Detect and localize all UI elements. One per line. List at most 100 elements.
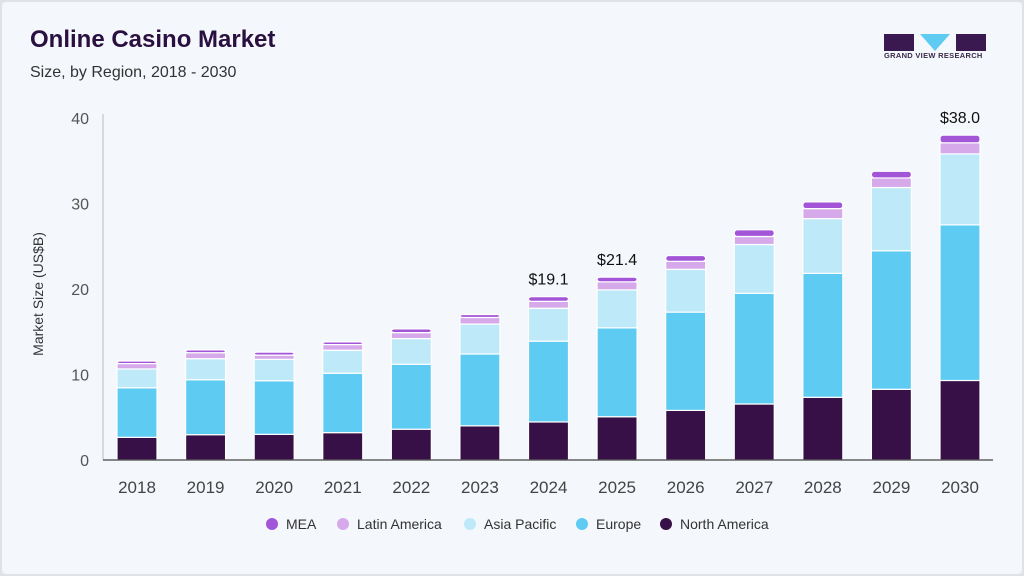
bar-segment-mea: [802, 201, 844, 210]
bar-segment-north-america: [733, 403, 775, 461]
bar-segment-north-america: [802, 396, 844, 461]
x-tick-label: 2030: [941, 478, 979, 497]
bar-segment-mea: [733, 229, 775, 238]
x-tick-label: 2021: [324, 478, 362, 497]
bar-segment-north-america: [390, 428, 432, 461]
bar-segment-europe: [253, 380, 295, 435]
bar-segment-mea: [665, 254, 707, 262]
bar-segment-asia-pacific: [253, 358, 295, 382]
data-label: $38.0: [940, 110, 980, 127]
legend-swatch: [464, 518, 476, 530]
bar-segment-asia-pacific: [459, 323, 501, 355]
x-tick-label: 2029: [873, 478, 911, 497]
bar-segment-mea: [459, 313, 501, 319]
bar-segment-europe: [527, 340, 570, 423]
bar-segment-mea: [596, 276, 638, 283]
bar-segment-mea: [870, 170, 913, 179]
bar-segment-asia-pacific: [870, 186, 913, 252]
bar-segment-latin-america: [253, 354, 295, 360]
bar-segment-europe: [596, 327, 638, 418]
x-tick-label: 2023: [461, 478, 499, 497]
bar-segment-europe: [802, 272, 844, 398]
legend-item-latin-america[interactable]: Latin America: [337, 516, 442, 532]
bar-segment-asia-pacific: [802, 218, 844, 274]
legend-item-europe[interactable]: Europe: [576, 516, 641, 532]
legend-label: Latin America: [357, 516, 442, 532]
bar-segment-north-america: [116, 436, 158, 461]
bar-segment-mea: [116, 360, 158, 365]
bar-segment-europe: [390, 363, 432, 430]
y-tick-label: 40: [71, 111, 89, 128]
bar-segment-mea: [322, 341, 364, 346]
bar-segment-europe: [870, 250, 913, 390]
bar-segment-latin-america: [527, 300, 570, 309]
bar-segment-north-america: [322, 432, 364, 461]
legend-item-mea[interactable]: MEA: [266, 516, 316, 532]
logo-text: GRAND VIEW RESEARCH: [884, 51, 983, 60]
bar-segment-latin-america: [184, 352, 227, 360]
x-tick-label: 2022: [392, 478, 430, 497]
x-tick-label: 2019: [187, 478, 225, 497]
bar-segment-asia-pacific: [322, 349, 364, 374]
bar-segment-latin-america: [870, 177, 913, 189]
bar-segment-north-america: [253, 433, 295, 461]
data-label: $19.1: [528, 272, 568, 289]
bar-segment-latin-america: [322, 343, 364, 351]
bar-segment-latin-america: [459, 316, 501, 325]
legend-item-asia-pacific[interactable]: Asia Pacific: [464, 516, 556, 532]
bar-segment-europe: [184, 379, 227, 436]
bar-segment-north-america: [596, 416, 638, 461]
x-tick-label: 2027: [735, 478, 773, 497]
bar-segment-asia-pacific: [596, 289, 638, 329]
bar-segment-europe: [733, 292, 775, 405]
y-tick-label: 30: [71, 197, 89, 214]
chart-title: Online Casino Market: [30, 26, 276, 53]
bar-segment-europe: [459, 353, 501, 427]
bar-segment-asia-pacific: [390, 337, 432, 365]
legend-label: MEA: [286, 516, 317, 532]
bar-segment-mea: [253, 351, 295, 356]
legend-swatch: [337, 518, 349, 530]
y-tick-label: 10: [71, 368, 89, 385]
bar-segment-north-america: [870, 388, 913, 461]
bar-segment-north-america: [939, 379, 981, 461]
x-tick-label: 2028: [804, 478, 842, 497]
legend: MEA Latin America Asia Pacific Europe North …: [0, 516, 1024, 536]
bar-segment-asia-pacific: [116, 368, 158, 389]
bar-segment-asia-pacific: [939, 153, 981, 226]
legend-label: North America: [680, 516, 769, 532]
bar-segment-latin-america: [596, 281, 638, 291]
bar-segment-asia-pacific: [733, 243, 775, 294]
bar-segment-asia-pacific: [184, 358, 227, 381]
bar-segment-mea: [527, 296, 570, 302]
data-label: $21.4: [597, 252, 637, 269]
x-tick-label: 2026: [667, 478, 705, 497]
x-tick-label: 2024: [530, 478, 568, 497]
bar-segment-europe: [939, 224, 981, 382]
bar-segment-latin-america: [802, 208, 844, 220]
legend-swatch: [266, 518, 278, 530]
bar-segment-mea: [184, 349, 227, 354]
bar-segment-asia-pacific: [665, 268, 707, 313]
chart-subtitle: Size, by Region, 2018 - 2030: [30, 64, 237, 81]
bar-segment-latin-america: [665, 260, 707, 270]
x-tick-label: 2020: [255, 478, 293, 497]
grand-view-research-logo: [884, 34, 986, 51]
bar-segment-mea: [390, 328, 432, 334]
y-tick-label: 20: [71, 282, 89, 299]
bar-segment-latin-america: [733, 235, 775, 246]
bar-segment-europe: [665, 311, 707, 412]
legend-swatch: [576, 518, 588, 530]
bar-segment-latin-america: [939, 142, 981, 155]
bar-segment-asia-pacific: [527, 307, 570, 342]
legend-item-north-america[interactable]: North America: [660, 516, 769, 532]
bar-segment-latin-america: [116, 362, 158, 370]
bar-segment-mea: [939, 134, 981, 144]
bar-segment-europe: [322, 372, 364, 434]
y-tick-label: 0: [80, 453, 89, 470]
legend-label: Europe: [596, 516, 642, 532]
bar-segment-north-america: [665, 409, 707, 461]
bar-segment-north-america: [459, 425, 501, 461]
